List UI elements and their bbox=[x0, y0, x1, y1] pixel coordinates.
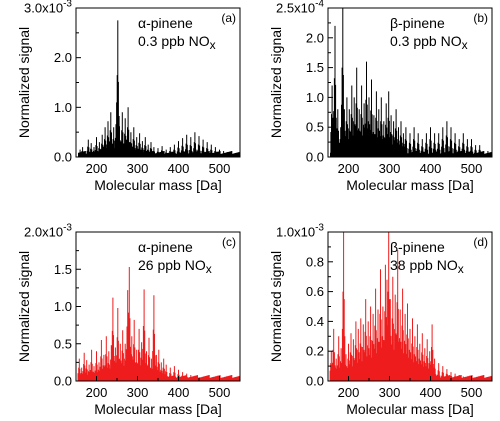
y-tick-label: 1.0 bbox=[54, 299, 72, 314]
x-axis-label: Molecular mass [Da] bbox=[94, 401, 222, 417]
y-tick-label: 0.8 bbox=[306, 254, 324, 269]
x-axis-label: Molecular mass [Da] bbox=[346, 177, 474, 193]
chart-panel-1: 200 300 400 500 0.0 1.0 2.0 3.0x10-3 Molecular m… bbox=[16, 0, 241, 193]
x-tick-label: 300 bbox=[127, 161, 149, 176]
spectrum-2 bbox=[330, 8, 493, 157]
panel-letter: (c) bbox=[222, 235, 236, 249]
annotation-compound: β-pinene bbox=[390, 239, 445, 255]
y-axis-label: Normalized signal bbox=[16, 251, 32, 362]
annotation-compound: α-pinene bbox=[138, 15, 193, 31]
y-tick-label: 2.0 bbox=[306, 30, 324, 45]
chart-panel-2: 200 300 400 500 0.0 0.5 1.0 1.5 2.0 2.5x10-4 Molec… bbox=[268, 0, 493, 193]
annotation-compound: α-pinene bbox=[138, 239, 193, 255]
y-tick-label: 0.0 bbox=[54, 374, 72, 389]
x-tick-label: 200 bbox=[86, 385, 108, 400]
x-tick-label: 300 bbox=[127, 385, 149, 400]
x-tick-label: 200 bbox=[86, 161, 108, 176]
y-tick-label: 2.0 bbox=[54, 50, 72, 65]
panel-letter: (b) bbox=[473, 11, 488, 25]
x-tick-label: 500 bbox=[209, 385, 231, 400]
chart-panel-3: 200 300 400 500 0.0 0.5 1.0 1.5 2.0x10-3 Molecula… bbox=[16, 223, 241, 417]
spectrum-4 bbox=[329, 232, 493, 381]
panel-letter: (d) bbox=[473, 235, 488, 249]
y-top-tick-label: 2.5x10-4 bbox=[276, 0, 324, 16]
x-axis-label: Molecular mass [Da] bbox=[346, 401, 474, 417]
spectrum-1 bbox=[78, 20, 241, 157]
x-tick-label: 300 bbox=[379, 161, 401, 176]
y-tick-label: 1.5 bbox=[306, 60, 324, 75]
chart-panel-4: 200 300 400 500 0.0 0.2 0.4 0.6 0.8 1.0x10-3 Molec… bbox=[268, 223, 493, 417]
x-tick-label: 300 bbox=[379, 385, 401, 400]
x-axis-label: Molecular mass [Da] bbox=[94, 177, 222, 193]
annotation-nox: 0.3 ppb NOx bbox=[390, 33, 468, 52]
x-tick-label: 400 bbox=[168, 385, 190, 400]
x-tick-label: 500 bbox=[461, 385, 483, 400]
x-tick-label: 400 bbox=[168, 161, 190, 176]
y-tick-label: 0.5 bbox=[54, 336, 72, 351]
y-tick-label: 0.0 bbox=[306, 150, 324, 165]
x-tick-label: 400 bbox=[420, 161, 442, 176]
y-axis-label: Normalized signal bbox=[16, 27, 32, 138]
annotation-nox: 26 ppb NOx bbox=[138, 257, 212, 276]
y-axis-label: Normalized signal bbox=[268, 27, 284, 138]
y-top-tick-label: 2.0x10-3 bbox=[24, 223, 72, 240]
y-axis-label: Normalized signal bbox=[268, 251, 284, 362]
y-tick-label: 0.0 bbox=[54, 150, 72, 165]
y-tick-label: 1.0 bbox=[54, 100, 72, 115]
y-tick-label: 0.5 bbox=[306, 120, 324, 135]
y-tick-label: 0.4 bbox=[306, 314, 324, 329]
y-tick-label: 0.0 bbox=[306, 374, 324, 389]
y-tick-label: 1.5 bbox=[54, 262, 72, 277]
annotation-nox: 38 ppb NOx bbox=[390, 257, 464, 276]
x-tick-label: 400 bbox=[420, 385, 442, 400]
x-tick-label: 200 bbox=[338, 385, 360, 400]
y-tick-label: 0.6 bbox=[306, 284, 324, 299]
annotation-compound: β-pinene bbox=[390, 15, 445, 31]
annotation-nox: 0.3 ppb NOx bbox=[138, 33, 216, 52]
y-top-tick-label: 3.0x10-3 bbox=[24, 0, 72, 16]
x-tick-label: 500 bbox=[461, 161, 483, 176]
y-tick-label: 1.0 bbox=[306, 90, 324, 105]
spectrum-3 bbox=[77, 267, 241, 381]
panel-letter: (a) bbox=[221, 11, 236, 25]
x-tick-label: 500 bbox=[209, 161, 231, 176]
x-tick-label: 200 bbox=[338, 161, 360, 176]
y-top-tick-label: 1.0x10-3 bbox=[276, 223, 324, 240]
y-tick-label: 0.2 bbox=[306, 344, 324, 359]
